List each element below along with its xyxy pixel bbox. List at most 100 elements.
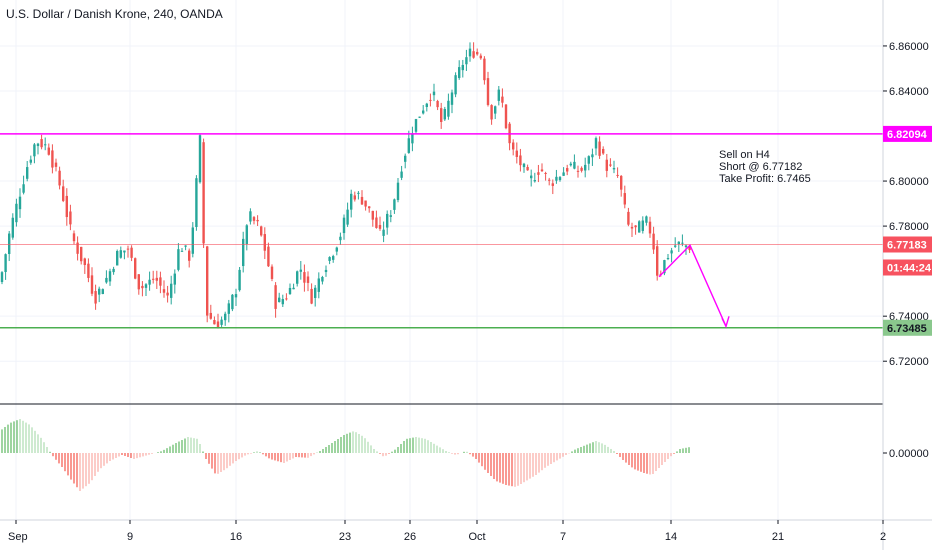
time-tick-label: Sep [8,531,28,543]
candle-body [375,217,378,228]
candle-body [321,276,324,282]
candle-body [663,260,666,274]
candle-body [112,268,115,273]
candle-body [468,48,472,57]
candle-body [188,250,191,261]
candle-body [414,119,418,132]
candle-body [206,246,209,316]
candle-body [620,175,623,190]
candle-body [76,242,79,254]
candle-body [83,258,86,266]
candle-body [364,200,367,207]
candle-body [440,108,443,122]
candle-body [159,277,162,286]
candle-body [18,196,22,210]
candle-body [177,249,180,270]
candle-body [238,269,241,291]
candle-body [530,175,533,179]
oscillator-histogram [1,419,690,491]
time-tick-label: 16 [230,531,242,543]
candle-body [616,174,619,176]
candle-body [324,269,328,273]
candle-body [591,154,594,158]
candle-body [486,78,490,105]
badge-current-price: 6.77183 [887,239,927,251]
candle-body [594,138,598,149]
candle-body [249,211,252,222]
projection-arrow [658,244,730,329]
candle-body [134,258,137,279]
candle-body [296,271,299,284]
candle-body [184,245,187,247]
candle-body [609,164,612,166]
candle-body [220,319,223,325]
candle-body [533,180,536,182]
candle-body [195,178,198,228]
candle-body [101,289,104,295]
candle-body [512,142,515,150]
price-tick-label: 6.86000 [889,41,929,53]
candle-body [558,177,562,181]
candle-body [123,250,126,253]
candle-body [573,161,576,169]
candle-body [234,294,238,298]
annotation-line-2: Short @ 6.77182 [719,161,803,173]
candle-body [504,104,508,129]
candle-body [526,166,529,171]
candle-body [209,312,212,319]
candle-body [396,182,400,201]
price-tick-label: 6.84000 [889,86,929,98]
candle-body [40,139,43,148]
candle-body [472,51,475,58]
candle-body [630,226,634,229]
candle-body [62,186,65,201]
price-tick-label: 6.80000 [889,176,929,188]
candle-body [152,278,155,280]
chart-title: U.S. Dollar / Danish Krone, 240, OANDA [6,7,223,21]
candle-body [328,257,331,261]
candle-body [339,236,342,241]
candle-body [476,51,479,55]
candle-body [584,164,587,171]
candle-body [245,225,248,244]
candle-body [108,271,112,282]
candle-body [80,246,83,262]
candle-body [522,163,526,168]
candle-body [393,199,396,210]
candle-body [569,163,572,166]
candle-body [231,294,234,310]
candle-body [400,171,403,178]
candle-body [252,217,256,221]
candle-body [623,193,626,205]
candle-body [357,192,360,194]
candle-body [353,195,356,200]
candle-body [26,167,29,179]
candle-body [270,266,274,279]
candle-body [411,133,414,144]
candle-body [141,285,144,289]
candle-body [360,196,364,205]
candle-body [681,242,684,244]
candle-body [180,250,184,252]
candle-body [256,219,259,222]
candle-body [382,229,385,236]
candle-body [15,203,18,223]
candle-body [684,245,688,248]
candle-body [65,195,68,218]
candle-body [346,209,349,225]
candle-body [155,277,158,281]
candle-body [29,159,32,163]
candle-body [202,142,205,244]
candle-body [94,291,97,304]
candle-body [36,143,40,147]
candle-body [54,162,58,167]
candle-body [602,148,605,154]
time-tick-label: 26 [404,531,416,543]
candle-body [422,110,425,114]
candle-body [292,287,295,290]
candle-body [497,89,500,101]
candle-body [213,320,216,325]
candle-body [386,213,389,228]
badge-current-price-bg [883,236,932,253]
